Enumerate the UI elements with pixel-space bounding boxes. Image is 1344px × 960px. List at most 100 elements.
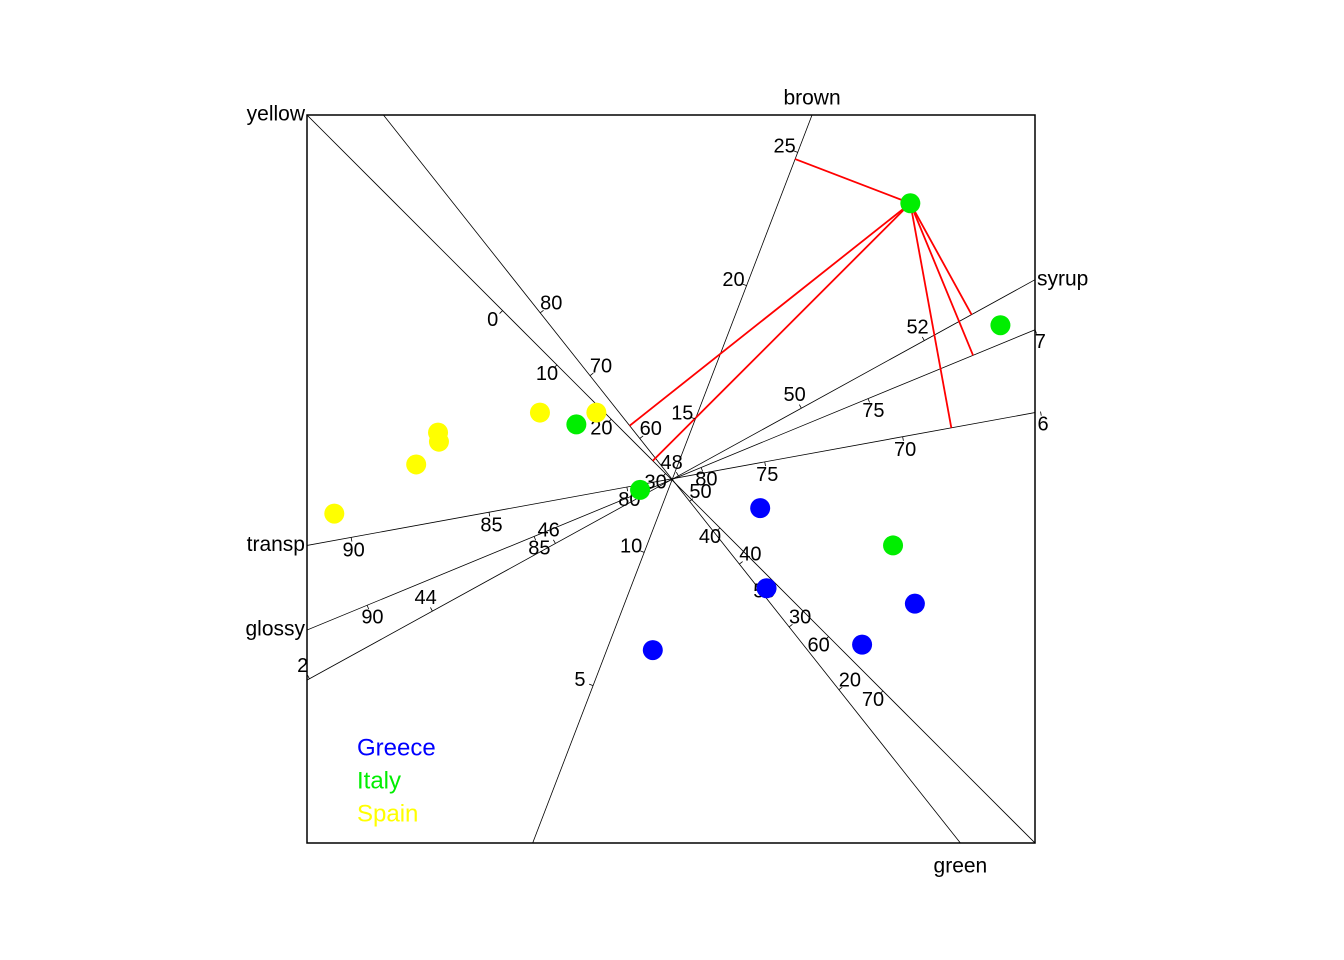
tick-mark — [742, 283, 747, 287]
tick-mark — [798, 404, 802, 409]
tick-mark — [639, 435, 644, 439]
tick-mark — [640, 550, 645, 553]
tick-label: 20 — [839, 669, 861, 691]
tick-label: 20 — [590, 417, 612, 439]
tick-mark — [1034, 329, 1037, 334]
axis-name: syrup — [1037, 267, 1088, 290]
tick-label: 44 — [415, 587, 437, 609]
tick-label: 30 — [645, 472, 667, 494]
tick-mark — [676, 471, 679, 477]
tick-label: 60 — [640, 418, 662, 440]
biplot-axis — [307, 412, 1035, 546]
tick-label: 52 — [906, 317, 928, 339]
tick-mark — [430, 607, 433, 612]
tick-label: 0 — [487, 309, 498, 331]
tick-label: 70 — [590, 355, 612, 377]
tick-mark — [716, 527, 721, 532]
tick-label: 50 — [689, 481, 711, 503]
tick-mark — [879, 690, 884, 695]
tick-label: 7 — [1035, 331, 1046, 353]
tick-mark — [607, 418, 612, 423]
tick-mark — [1040, 411, 1042, 416]
legend-entry: Spain — [357, 800, 418, 827]
plot-area — [307, 115, 1035, 843]
data-point — [852, 634, 873, 655]
tick-mark — [533, 536, 537, 541]
tick-mark — [553, 539, 556, 544]
tick-mark — [867, 398, 870, 403]
projection-line — [652, 202, 911, 462]
tick-mark — [588, 683, 594, 687]
tick-label: 70 — [894, 439, 916, 461]
tick-label: 80 — [695, 469, 717, 491]
data-point — [630, 479, 651, 500]
data-point — [406, 454, 427, 475]
tick-mark — [902, 436, 904, 441]
tick-mark — [691, 417, 696, 420]
tick-mark — [539, 309, 544, 314]
tick-label: 15 — [671, 402, 693, 424]
data-point — [750, 498, 771, 519]
axis-name: brown — [783, 87, 840, 110]
tick-mark — [488, 512, 491, 517]
tick-label: 85 — [480, 514, 502, 536]
tick-label: 85 — [528, 538, 550, 560]
tick-label: 75 — [862, 400, 884, 422]
tick-mark — [788, 624, 793, 628]
tick-label: 6 — [1037, 414, 1048, 436]
tick-label: 75 — [756, 464, 778, 486]
data-point — [990, 315, 1011, 336]
tick-label: 90 — [343, 539, 365, 561]
tick-label: 40 — [739, 544, 761, 566]
data-point — [566, 414, 587, 435]
data-point — [586, 402, 607, 423]
tick-mark — [626, 486, 629, 492]
tick-mark — [499, 310, 503, 314]
data-point — [642, 640, 663, 661]
legend-entry: Italy — [357, 767, 401, 794]
tick-label: 80 — [540, 292, 562, 314]
tick-label: 90 — [361, 606, 383, 628]
tick-label: 46 — [538, 520, 560, 542]
tick-mark — [700, 467, 704, 472]
data-point — [324, 503, 345, 524]
tick-mark — [838, 686, 843, 691]
data-point — [900, 193, 921, 214]
tick-mark — [825, 636, 829, 640]
axis-name: glossy — [245, 618, 305, 641]
tick-mark — [662, 473, 666, 477]
projection-line — [794, 158, 911, 205]
data-point — [904, 593, 925, 614]
projection-line — [909, 202, 973, 316]
data-point — [428, 431, 449, 452]
tick-label: 70 — [862, 689, 884, 711]
plot-frame — [306, 114, 1036, 844]
legend-entry: Greece — [357, 734, 436, 761]
tick-label: 10 — [620, 536, 642, 558]
tick-mark — [366, 605, 370, 610]
tick-label: 30 — [789, 607, 811, 629]
data-point — [529, 402, 550, 423]
tick-label: 40 — [699, 526, 721, 548]
data-point — [756, 578, 777, 599]
axis-name: yellow — [247, 103, 306, 126]
tick-label: 10 — [536, 363, 558, 385]
biplot-axis — [307, 329, 1035, 631]
tick-mark — [793, 150, 798, 153]
tick-mark — [739, 561, 743, 565]
tick-mark — [921, 336, 925, 341]
tick-label: 60 — [808, 635, 830, 657]
axis-name: transp — [247, 533, 305, 556]
tick-mark — [553, 364, 558, 369]
tick-mark — [307, 674, 310, 679]
tick-mark — [764, 461, 766, 467]
data-point — [883, 535, 904, 556]
projection-line — [909, 202, 974, 356]
axis-name: green — [934, 855, 988, 878]
tick-label: 5 — [574, 669, 585, 691]
tick-mark — [589, 372, 594, 376]
projection-line — [909, 203, 953, 429]
tick-mark — [689, 498, 694, 502]
